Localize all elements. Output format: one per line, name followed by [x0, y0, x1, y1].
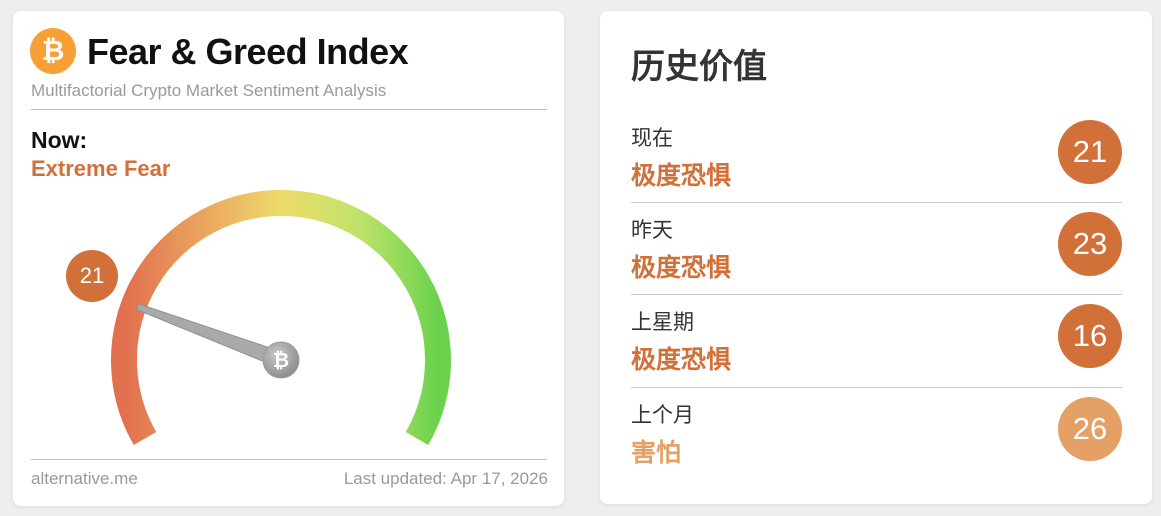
gauge-needle — [135, 303, 285, 369]
last-updated: Last updated: Apr 17, 2026 — [343, 469, 548, 488]
history-row-yesterday: 昨天 极度恐惧 23 — [631, 202, 1122, 294]
history-row-now: 现在 极度恐惧 21 — [631, 110, 1122, 202]
divider — [31, 459, 547, 460]
row-label: 上星期 — [631, 311, 694, 334]
current-value-badge: 21 — [66, 250, 118, 302]
widget-subtitle: Multifactorial Crypto Market Sentiment A… — [31, 81, 387, 100]
gauge-arc — [111, 190, 451, 445]
divider — [631, 294, 1122, 295]
row-label: 现在 — [631, 127, 673, 150]
row-value-badge: 16 — [1058, 304, 1122, 368]
divider — [631, 202, 1122, 203]
history-row-last-month: 上个月 害怕 26 — [631, 387, 1122, 479]
source-link[interactable]: alternative.me — [31, 469, 138, 488]
gauge: ₿ — [111, 190, 451, 445]
row-label: 昨天 — [631, 219, 673, 242]
history-row-last-week: 上星期 极度恐惧 16 — [631, 294, 1122, 386]
current-classification: Extreme Fear — [31, 156, 171, 181]
row-classification: 极度恐惧 — [631, 346, 732, 374]
svg-text:₿: ₿ — [273, 348, 289, 372]
bitcoin-icon: ₿ — [30, 28, 76, 74]
row-label: 上个月 — [631, 404, 694, 427]
row-value-badge: 21 — [1058, 120, 1122, 184]
row-classification: 害怕 — [631, 439, 682, 467]
row-value-badge: 26 — [1058, 397, 1122, 461]
row-classification: 极度恐惧 — [631, 254, 732, 282]
needle-hub-bitcoin-icon: ₿ — [262, 341, 300, 379]
divider — [631, 387, 1122, 388]
divider — [31, 109, 547, 110]
history-title: 历史价值 — [631, 48, 767, 86]
row-value-badge: 23 — [1058, 212, 1122, 276]
widget-title: Fear & Greed Index — [87, 31, 409, 72]
now-label: Now: — [31, 127, 88, 153]
fear-greed-widget: ₿ Fear & Greed Index Multifactorial Cryp… — [13, 11, 564, 506]
history-panel: 历史价值 现在 极度恐惧 21 昨天 极度恐惧 23 上星期 极度恐惧 16 上… — [600, 11, 1152, 504]
row-classification: 极度恐惧 — [631, 162, 732, 190]
